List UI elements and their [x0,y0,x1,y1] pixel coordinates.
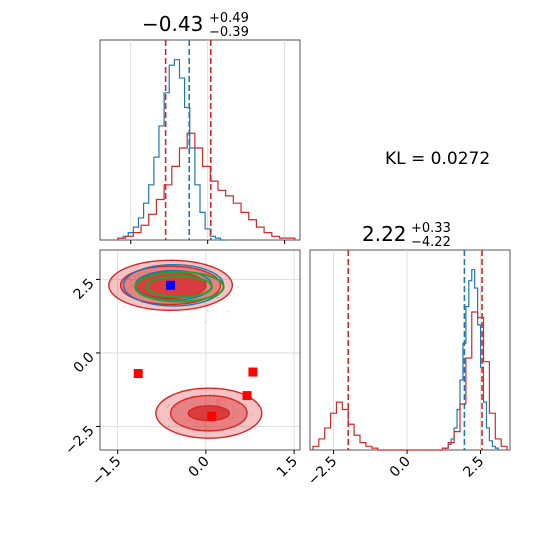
top-marginal-title: −0.43 +0.49 −0.39 [142,11,249,40]
joint-sample-point [139,274,141,276]
joint-green-contour-1 [145,275,213,299]
joint-sample-point [237,286,239,288]
joint-sample-point [191,395,193,397]
top-marginal-histograms [117,59,296,241]
joint-sample-point [209,428,212,431]
joint-sample-point [192,430,195,433]
joint-sample-point [195,404,198,407]
right-marginal-ticks [333,450,482,454]
top-title-lower-error: −0.39 [209,25,249,40]
joint-sample-point [131,286,133,288]
joint-sample-point [219,399,222,402]
joint-green-contour-0 [134,270,225,303]
joint-sample-point [134,275,137,278]
joint-sample-point [234,426,236,429]
joint-marker-4 [207,411,217,421]
joint-sample-point [168,425,170,427]
joint-sample-point [167,417,170,420]
joint-sample-point [147,271,149,273]
joint-ticks [96,278,295,454]
right-histogram-series-1 [312,311,508,451]
joint-sample-point [229,294,231,296]
joint-marker-1 [133,369,143,379]
joint-sample-point [207,309,209,312]
joint-sample-point [216,401,219,403]
joint-sample-point [232,405,234,407]
joint-sample-point [168,403,171,406]
joint-sample-point [201,421,204,424]
joint-sample-point [213,393,215,395]
joint-sample-point [174,406,177,409]
joint-sample-point [131,283,133,286]
joint-sample-point [188,419,190,422]
top-marginal-grid [130,40,286,244]
joint-sample-point [128,277,130,280]
top-histogram-series-0 [117,59,226,241]
joint-sample-point [175,413,177,415]
joint-sample-point [216,399,218,401]
joint-sample-point [204,321,207,324]
top-marginal-frame [99,39,301,241]
joint-contour-panel: −1.5 0.0 1.5 −2.5 0.0 2.5 [62,249,301,489]
top-title-value: −0.43 [142,12,203,36]
joint-sample-point [176,267,178,270]
joint-sample-point [229,417,232,420]
joint-sample-point [180,389,183,391]
top-histogram-series-1 [117,132,296,240]
joint-sample-point [217,401,220,403]
right-marginal-title: 2.22 +0.33 −4.22 [362,221,451,250]
joint-sample-point [195,421,198,424]
joint-sample-point [176,434,178,437]
joint-marker-2 [248,367,258,377]
kl-divergence-annotation: KL = 0.0272 [385,149,490,169]
joint-sample-point [256,404,258,407]
joint-sample-point [232,416,234,419]
joint-sample-point [245,404,248,407]
top-marginal-panel: −0.43 +0.49 −0.39 [99,11,301,244]
right-title-value: 2.22 [362,222,407,246]
joint-marker-3 [242,391,252,401]
joint-sample-point [130,279,132,282]
joint-sample-point [123,305,126,308]
right-title-lower-error: −4.22 [411,235,451,250]
joint-sample-point [217,403,219,406]
joint-sample-point [251,413,254,416]
joint-sample-point [242,413,244,416]
joint-frame [99,249,301,451]
right-marginal-histograms [312,269,508,451]
top-marginal-quantile-lines [164,40,212,240]
joint-sample-point [141,301,143,304]
joint-sample-point [232,412,235,415]
joint-sample-point [233,408,235,411]
top-title-upper-error: +0.49 [209,11,249,26]
right-title-upper-error: +0.33 [411,221,451,236]
right-marginal-quantile-lines [347,250,483,450]
joint-sample-point [235,411,237,413]
joint-sample-point [205,427,208,430]
joint-sample-point [221,398,224,401]
joint-sample-point [203,424,206,426]
joint-sample-point [219,403,221,405]
joint-marker-0 [166,280,176,290]
joint-sample-point [227,310,230,313]
joint-sample-point [227,417,230,419]
joint-sample-point [166,406,169,409]
joint-markers [133,280,258,421]
joint-sample-point [216,296,219,299]
joint-sample-point [223,400,226,403]
joint-green-contours [134,270,225,303]
